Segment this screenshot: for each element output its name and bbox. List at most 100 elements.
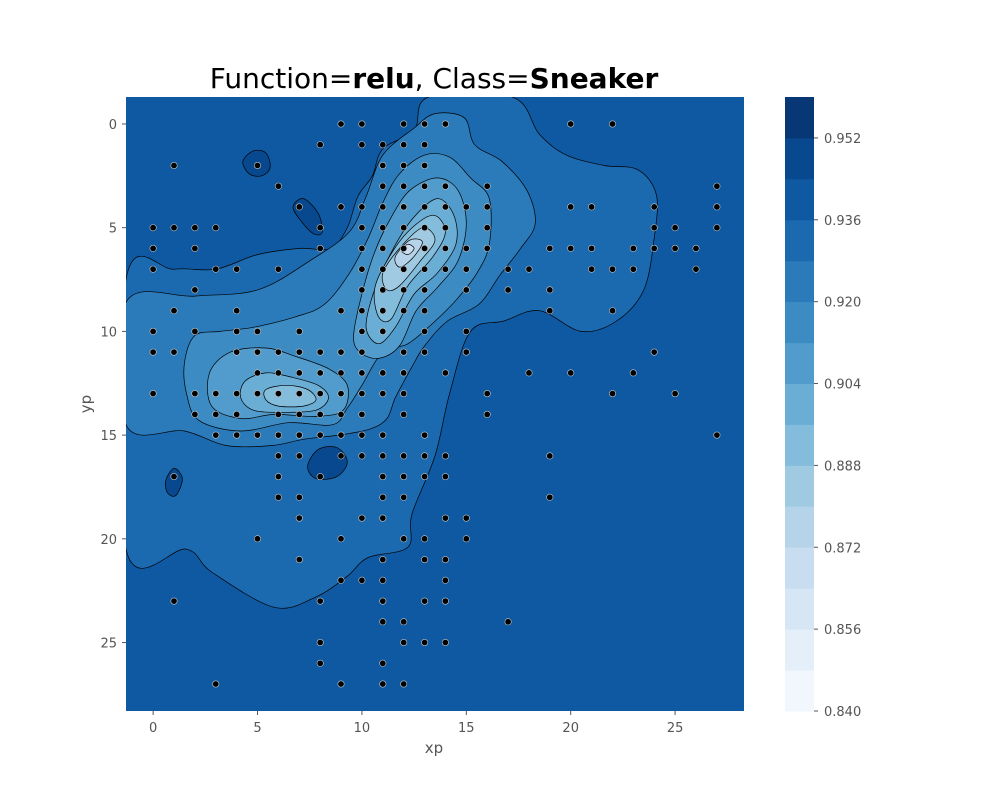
data-point: [358, 576, 366, 584]
colorbar-segment: [785, 342, 814, 384]
colorbar-segment: [785, 178, 814, 221]
data-point: [441, 556, 449, 564]
data-point: [316, 473, 324, 481]
data-point: [400, 141, 408, 149]
data-point: [421, 286, 429, 294]
data-point: [588, 244, 596, 252]
data-point: [274, 182, 282, 190]
data-point: [295, 556, 303, 564]
colorbar: 0.840 0.856 0.872 0.888 0.904 0.920 0.936 0.952: [785, 97, 861, 720]
y-tick-label: 15: [100, 429, 117, 444]
data-point: [358, 224, 366, 232]
data-point: [441, 120, 449, 128]
data-point: [191, 410, 199, 418]
data-point: [337, 203, 345, 211]
data-point: [441, 244, 449, 252]
data-point: [233, 265, 241, 273]
data-point: [358, 514, 366, 522]
data-point: [441, 369, 449, 377]
data-point: [441, 224, 449, 232]
colorbar-tick-label: 0.904: [824, 378, 861, 393]
data-point: [421, 203, 429, 211]
data-point: [441, 576, 449, 584]
data-point: [462, 265, 470, 273]
data-point: [379, 224, 387, 232]
data-point: [358, 369, 366, 377]
y-tick-label: 0: [109, 118, 117, 133]
colorbar-segment: [785, 629, 814, 671]
y-tick-label: 5: [109, 222, 117, 237]
data-point: [400, 182, 408, 190]
data-point: [400, 493, 408, 501]
contour-region: [307, 446, 348, 480]
data-point: [379, 576, 387, 584]
data-point: [588, 203, 596, 211]
data-point: [462, 535, 470, 543]
data-point: [358, 244, 366, 252]
data-point: [295, 410, 303, 418]
colorbar-segment: [785, 670, 814, 712]
contour-region: [164, 467, 183, 497]
data-point: [254, 431, 262, 439]
colorbar-segment: [785, 424, 814, 466]
data-point: [504, 265, 512, 273]
data-point: [567, 203, 575, 211]
data-point: [316, 431, 324, 439]
data-point: [170, 162, 178, 170]
data-point: [316, 597, 324, 605]
data-point: [379, 286, 387, 294]
data-point: [483, 390, 491, 398]
data-point: [546, 493, 554, 501]
data-point: [546, 286, 554, 294]
data-point: [358, 286, 366, 294]
data-point: [421, 141, 429, 149]
data-point: [316, 348, 324, 356]
data-point: [254, 162, 262, 170]
data-point: [337, 535, 345, 543]
colorbar-segment: [785, 301, 814, 344]
data-point: [400, 307, 408, 315]
y-tick-label: 20: [100, 533, 117, 548]
data-point: [149, 244, 157, 252]
data-point: [316, 224, 324, 232]
data-point: [400, 348, 408, 356]
x-tick-label: 20: [562, 721, 579, 736]
data-point: [567, 244, 575, 252]
data-point: [400, 410, 408, 418]
data-point: [295, 390, 303, 398]
data-point: [274, 473, 282, 481]
data-point: [421, 120, 429, 128]
data-point: [295, 369, 303, 377]
data-point: [421, 473, 429, 481]
data-point: [713, 431, 721, 439]
data-point: [295, 348, 303, 356]
data-point: [608, 120, 616, 128]
data-point: [421, 638, 429, 646]
data-point: [233, 410, 241, 418]
x-axis-ticks: 0 5 10 15 20 25: [149, 711, 683, 736]
data-point: [170, 473, 178, 481]
data-point: [316, 141, 324, 149]
data-point: [316, 369, 324, 377]
data-point: [274, 410, 282, 418]
data-point: [274, 431, 282, 439]
data-point: [358, 410, 366, 418]
data-point: [400, 224, 408, 232]
data-point: [379, 452, 387, 460]
x-tick-label: 10: [354, 721, 371, 736]
data-point: [212, 265, 220, 273]
data-point: [212, 390, 220, 398]
data-point: [379, 265, 387, 273]
colorbar-segment: [785, 383, 814, 425]
data-point: [170, 307, 178, 315]
data-point: [212, 431, 220, 439]
data-point: [400, 244, 408, 252]
data-point: [316, 659, 324, 667]
data-point: [441, 182, 449, 190]
data-point: [462, 514, 470, 522]
colorbar-segment: [785, 219, 814, 262]
data-point: [295, 493, 303, 501]
data-point: [358, 307, 366, 315]
colorbar-tick-label: 0.888: [824, 459, 861, 474]
data-point: [483, 203, 491, 211]
